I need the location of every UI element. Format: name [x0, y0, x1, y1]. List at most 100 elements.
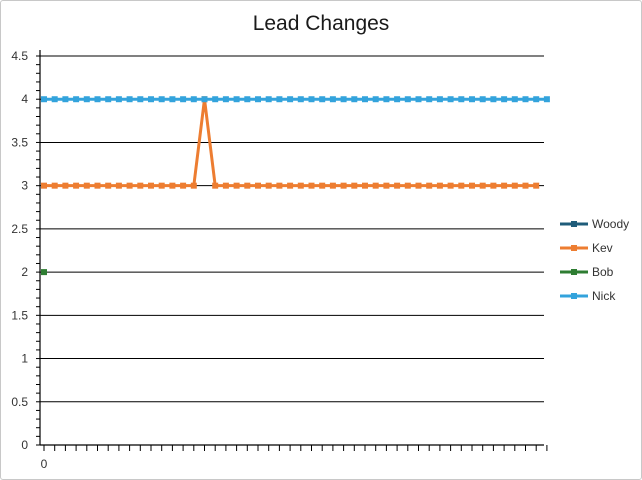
data-point: [126, 182, 133, 189]
legend-marker: [571, 245, 577, 251]
data-point: [308, 182, 315, 189]
data-point: [351, 182, 358, 189]
data-point: [137, 182, 144, 189]
y-tick-label: 4: [21, 92, 28, 106]
data-point: [83, 182, 90, 189]
data-point: [469, 96, 475, 103]
y-tick-label: 4.5: [11, 49, 28, 63]
y-tick-label: 3: [21, 179, 28, 193]
data-point: [83, 96, 90, 103]
y-tick-label: 1: [21, 352, 28, 366]
data-point: [458, 96, 465, 103]
data-point: [501, 96, 508, 103]
series-bob: [41, 269, 47, 276]
data-point: [383, 96, 390, 103]
data-point: [490, 182, 497, 189]
data-point: [362, 96, 368, 103]
data-point: [404, 96, 411, 103]
data-point: [222, 96, 229, 103]
data-point: [329, 96, 336, 103]
legend-entry-bob: Bob: [560, 265, 614, 279]
y-tick-label: 0: [21, 438, 28, 452]
series-kev: [41, 96, 540, 189]
data-point: [394, 182, 401, 189]
y-tick-label: 2: [21, 265, 28, 279]
data-point: [276, 96, 283, 103]
data-point: [51, 96, 58, 103]
data-point: [458, 182, 465, 189]
data-point: [51, 182, 58, 189]
data-point: [415, 182, 422, 189]
data-point: [180, 96, 187, 103]
data-point: [158, 96, 165, 103]
data-point: [255, 182, 261, 189]
y-tick-label: 1.5: [11, 308, 28, 322]
axes: [36, 50, 548, 451]
data-point: [73, 182, 80, 189]
data-point: [394, 96, 401, 103]
data-point: [201, 96, 208, 103]
data-point: [490, 96, 497, 103]
plot-area: [41, 96, 550, 276]
data-point: [105, 96, 112, 103]
legend-label: Kev: [592, 241, 613, 255]
data-point: [115, 182, 122, 189]
data-point: [148, 96, 154, 103]
data-point: [308, 96, 315, 103]
data-point: [447, 96, 454, 103]
data-point: [522, 182, 529, 189]
data-point: [297, 96, 304, 103]
data-point: [169, 96, 176, 103]
data-point: [522, 96, 529, 103]
data-point: [94, 96, 101, 103]
data-point: [73, 96, 80, 103]
series-nick: [41, 96, 550, 103]
data-point: [212, 96, 219, 103]
data-point: [469, 182, 475, 189]
data-point: [41, 96, 47, 103]
data-point: [362, 182, 368, 189]
data-point: [62, 96, 69, 103]
y-tick-label: 2.5: [11, 222, 28, 236]
data-point: [233, 96, 240, 103]
data-point: [137, 96, 144, 103]
data-point: [511, 182, 518, 189]
data-point: [447, 182, 454, 189]
data-point: [287, 182, 294, 189]
y-tick-label: 0.5: [11, 395, 28, 409]
data-point: [126, 96, 133, 103]
data-point: [340, 96, 347, 103]
data-point: [265, 182, 272, 189]
data-point: [222, 182, 229, 189]
y-tick-labels: 0 0.5 1 1.5 2 2.5 3 3.5 4 4.5: [11, 49, 28, 452]
data-point: [244, 96, 251, 103]
legend-label: Nick: [592, 289, 616, 303]
data-point: [233, 182, 240, 189]
data-point: [351, 96, 358, 103]
data-point: [62, 182, 69, 189]
data-point: [372, 96, 379, 103]
data-point: [479, 96, 486, 103]
data-point: [41, 182, 47, 189]
data-point: [533, 96, 540, 103]
data-point: [436, 96, 443, 103]
data-point: [287, 96, 294, 103]
x-tick-label: 0: [41, 457, 48, 471]
legend-marker: [571, 269, 577, 275]
data-point: [255, 96, 261, 103]
data-point: [212, 182, 219, 189]
data-point: [41, 269, 47, 276]
data-point: [190, 96, 197, 103]
data-point: [265, 96, 272, 103]
data-point: [426, 182, 433, 189]
data-point: [319, 96, 326, 103]
data-point: [190, 182, 197, 189]
data-point: [383, 182, 390, 189]
data-point: [158, 182, 165, 189]
data-point: [329, 182, 336, 189]
data-point: [94, 182, 101, 189]
legend-entry-nick: Nick: [560, 289, 616, 303]
data-point: [533, 182, 540, 189]
data-point: [180, 182, 187, 189]
